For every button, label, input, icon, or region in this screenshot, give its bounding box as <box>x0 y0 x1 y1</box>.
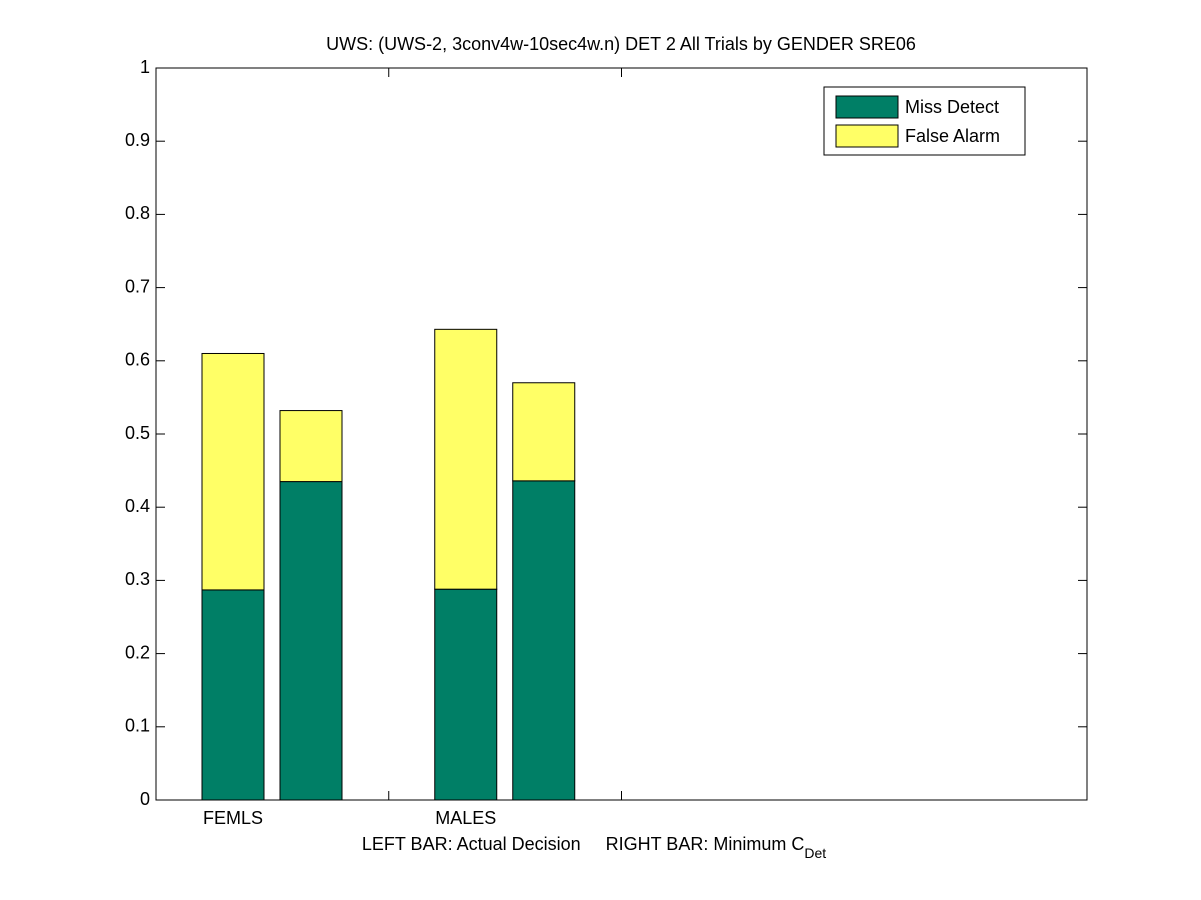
bar-segment <box>279 410 343 483</box>
y-tick-label: 0.4 <box>125 496 150 516</box>
legend-label: False Alarm <box>905 126 1000 146</box>
y-tick-label: 0 <box>140 789 150 809</box>
bar-segment <box>434 588 498 801</box>
x-axis-label-subscript: Det <box>804 845 826 861</box>
bar-segment <box>201 352 265 591</box>
legend-swatch <box>835 124 899 148</box>
x-axis-label: LEFT BAR: Actual Decision RIGHT BAR: Min… <box>362 834 826 861</box>
bar-segment <box>279 481 343 801</box>
bar-segment <box>512 382 576 482</box>
y-tick-label: 0.7 <box>125 276 150 296</box>
bar-segment <box>434 328 498 590</box>
bar-segment <box>201 589 265 801</box>
chart-title: UWS: (UWS-2, 3conv4w-10sec4w.n) DET 2 Al… <box>326 34 916 54</box>
y-tick-label: 0.3 <box>125 569 150 589</box>
y-tick-label: 1 <box>140 57 150 77</box>
y-tick-label: 0.5 <box>125 423 150 443</box>
y-tick-label: 0.9 <box>125 130 150 150</box>
x-tick-label: FEMLS <box>203 808 263 828</box>
y-tick-label: 0.2 <box>125 642 150 662</box>
x-tick-label: MALES <box>435 808 496 828</box>
legend-label: Miss Detect <box>905 97 999 117</box>
bar-segment <box>512 480 576 801</box>
y-tick-label: 0.8 <box>125 203 150 223</box>
y-tick-label: 0.6 <box>125 350 150 370</box>
y-tick-label: 0.1 <box>125 716 150 736</box>
legend-swatch <box>835 95 899 119</box>
x-axis-label-main: LEFT BAR: Actual Decision RIGHT BAR: Min… <box>362 834 804 854</box>
